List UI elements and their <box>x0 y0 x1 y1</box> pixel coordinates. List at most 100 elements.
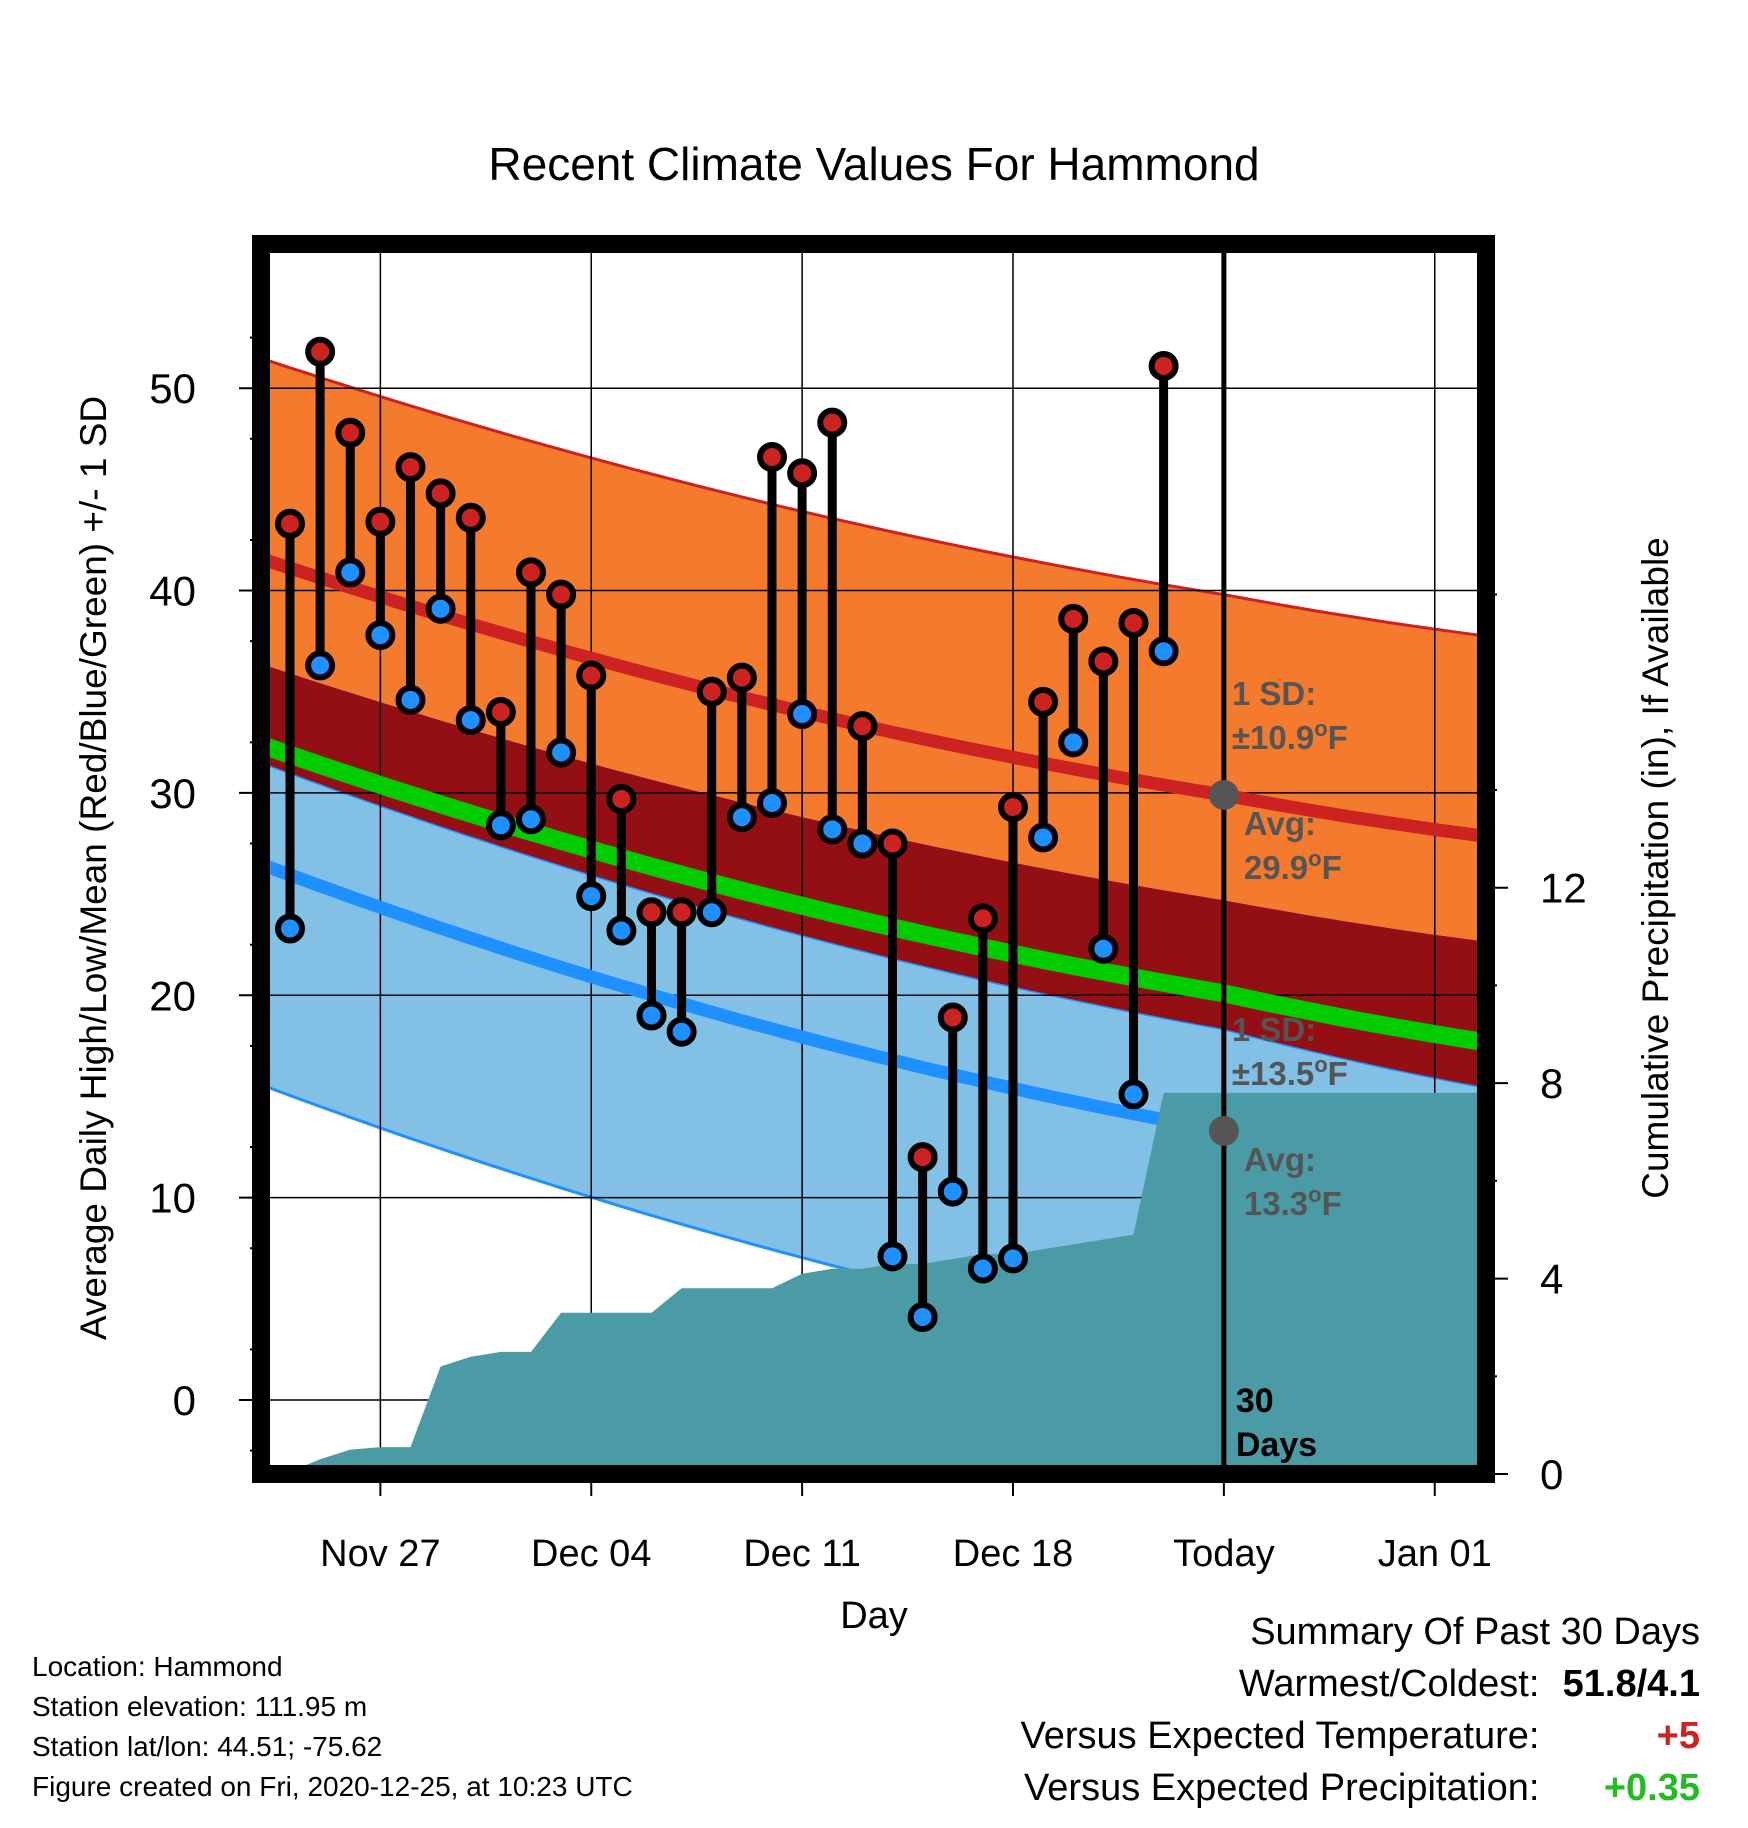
obs-high-dot <box>516 557 546 588</box>
summary-panel: Summary Of Past 30 Days Warmest/Coldest:… <box>1021 1606 1700 1814</box>
obs-low-dot <box>937 1176 968 1207</box>
precip-area-group <box>261 1092 1486 1474</box>
obs-high-dot <box>847 711 878 742</box>
obs-high-dot <box>606 783 637 814</box>
high-sd-band <box>261 358 1486 942</box>
obs-high-dot <box>1088 646 1119 677</box>
obs-high-dot <box>998 792 1028 823</box>
y-tick-label: 50 <box>149 365 196 412</box>
low-sd-label: 1 SD: <box>1232 1011 1316 1048</box>
plot-frame <box>252 235 1495 1483</box>
obs-high-dot <box>275 508 305 539</box>
obs-high-dot <box>335 417 366 448</box>
obs-low-dot <box>335 557 366 588</box>
x-tick-label: Jan 01 <box>1378 1533 1492 1575</box>
today-marker: 30 Days <box>1221 244 1317 1474</box>
high-sd-value: ±10.9oF <box>1232 716 1348 756</box>
obs-high-dot <box>967 903 998 934</box>
plot-border <box>252 235 1495 1483</box>
observed-values <box>275 336 1179 1333</box>
obs-low-dot <box>877 1241 908 1272</box>
obs-low-dot <box>1088 933 1119 964</box>
overlap-edge <box>261 762 1486 1089</box>
created-text: Figure created on Fri, 2020-12-25, at 10… <box>32 1771 633 1802</box>
today-label-30: 30 <box>1236 1382 1274 1420</box>
high-avg-value: 29.9oF <box>1244 846 1342 886</box>
low-today-dot <box>1208 1115 1239 1146</box>
sd-annotations: 1 SD: ±10.9oF Avg: 29.9oF 1 SD: ±13.5oF Avg: 13… <box>1208 675 1348 1222</box>
obs-high-dot <box>636 897 667 928</box>
obs-high-dot <box>787 458 818 489</box>
obs-low-dot <box>425 593 456 624</box>
obs-high-dot <box>726 662 757 693</box>
obs-low-dot <box>365 620 396 651</box>
summary-temp-row: Versus Expected Temperature: +5 <box>1021 1710 1700 1762</box>
obs-high-dot <box>937 1002 968 1033</box>
obs-high-dot <box>485 696 516 727</box>
obs-low-dot <box>606 915 637 946</box>
precip-area <box>261 1092 1486 1474</box>
obs-low-dot <box>576 881 607 912</box>
y2-tick-label: 4 <box>1540 1256 1563 1303</box>
obs-low-dot <box>636 1000 667 1031</box>
obs-low-dot <box>757 788 787 819</box>
y2-axis-label: Cumulative Precipitation (in), If Availa… <box>1635 537 1676 1199</box>
summary-warmest-row: Warmest/Coldest: 51.8/4.1 <box>1021 1658 1700 1710</box>
obs-high-dot <box>757 442 787 473</box>
warmest-label: Warmest/Coldest: <box>1238 1663 1540 1705</box>
axes: 0 10 20 30 40 50 0 4 8 12 Nov 27 Dec 04 Dec 11 Dec 18… <box>149 336 1587 1575</box>
x-tick-label: Nov 27 <box>320 1533 440 1575</box>
obs-high-dot <box>1148 350 1179 381</box>
y2-tick-label: 0 <box>1540 1451 1563 1498</box>
location-text: Location: Hammond <box>32 1651 283 1682</box>
low-avg-value: 13.3oF <box>1244 1182 1342 1222</box>
obs-low-dot <box>967 1253 998 1284</box>
obs-low-dot <box>1148 636 1179 667</box>
high-today-dot <box>1208 779 1239 810</box>
y-tick-label: 30 <box>149 770 196 817</box>
obs-high-dot <box>877 828 908 859</box>
x-tick-label: Dec 18 <box>953 1533 1073 1575</box>
elevation-text: Station elevation: 111.95 m <box>32 1691 368 1722</box>
obs-low-dot <box>485 810 516 841</box>
high-sd-label: 1 SD: <box>1232 675 1316 712</box>
x-tick-label: Dec 11 <box>743 1533 861 1575</box>
obs-low-dot <box>817 814 848 845</box>
obs-high-dot <box>305 336 336 367</box>
station-info: Location: Hammond Station elevation: 111… <box>32 1647 633 1807</box>
obs-low-dot <box>275 913 305 944</box>
obs-high-dot <box>455 502 486 533</box>
summary-title: Summary Of Past 30 Days <box>1250 1611 1700 1653</box>
obs-low-dot <box>546 737 577 768</box>
y-tick-label: 40 <box>149 568 196 615</box>
x-tick-label: Dec 04 <box>531 1533 651 1575</box>
x-axis-label: Day <box>840 1595 908 1637</box>
obs-high-dot <box>666 897 697 928</box>
y2-tick-label: 12 <box>1540 865 1587 912</box>
obs-low-dot <box>907 1302 938 1333</box>
high-band-edge <box>261 356 1486 638</box>
obs-low-dot <box>1028 822 1059 853</box>
obs-high-dot <box>1028 686 1059 717</box>
summary-precip-row: Versus Expected Precipitation: +0.35 <box>1021 1762 1700 1814</box>
obs-low-dot <box>847 828 878 859</box>
x-tick-label: Today <box>1173 1533 1274 1575</box>
obs-high-dot <box>365 506 396 537</box>
obs-low-dot <box>1118 1079 1149 1110</box>
y-tick-label: 0 <box>173 1377 196 1424</box>
normal-mean-line <box>261 735 1486 1052</box>
latlon-text: Station lat/lon: 44.51; -75.62 <box>32 1731 383 1762</box>
obs-high-dot <box>907 1142 938 1173</box>
obs-low-dot <box>998 1243 1028 1274</box>
low-sd-value: ±13.5oF <box>1232 1052 1348 1092</box>
obs-high-dot <box>425 478 456 509</box>
obs-low-dot <box>696 897 727 928</box>
obs-high-dot <box>1118 607 1149 638</box>
obs-low-dot <box>666 1016 697 1047</box>
obs-low-dot <box>395 684 426 715</box>
temp-value: +5 <box>1656 1715 1700 1757</box>
low-avg-label: Avg: <box>1244 1141 1316 1178</box>
warmest-value: 51.8/4.1 <box>1562 1663 1700 1705</box>
obs-high-dot <box>395 452 426 483</box>
y-axis-label: Average Daily High/Low/Mean (Red/Blue/Gr… <box>73 396 114 1340</box>
